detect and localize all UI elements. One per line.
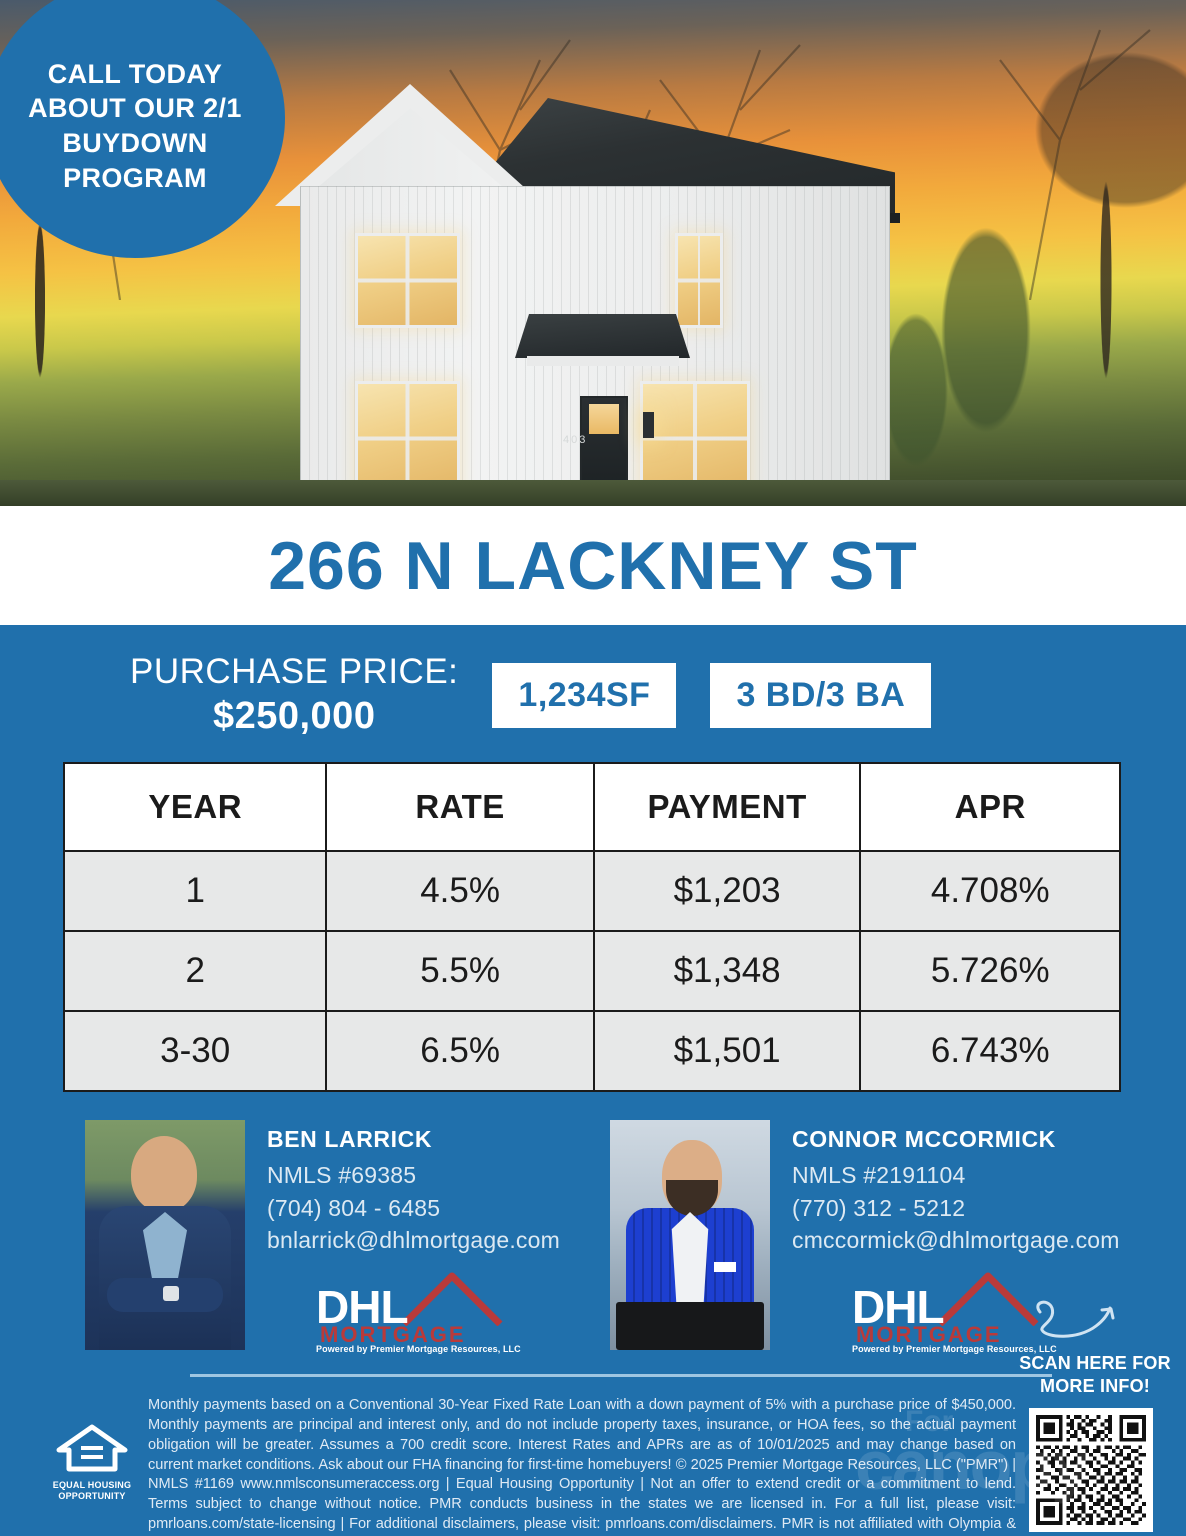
loan-officer-phone[interactable]: (704) 804 - 6485 <box>267 1194 441 1221</box>
column-header-year: YEAR <box>62 762 328 852</box>
porch-beam <box>527 356 679 366</box>
window-upper-left <box>355 233 460 328</box>
price-summary-row: PURCHASE PRICE: $250,000 1,234SF 3 BD/3 … <box>0 640 1186 750</box>
cell-payment: $1,203 <box>592 850 862 932</box>
property-hero-photo: 403 <box>0 0 1186 506</box>
right-tree-and-ivy <box>856 0 1186 506</box>
avatar-beard <box>666 1180 718 1216</box>
porch-lamp-icon <box>643 412 654 438</box>
qr-code[interactable] <box>1029 1408 1153 1532</box>
house-roof-icon <box>401 1272 503 1326</box>
dhl-logo-subtext: MORTGAGE <box>320 1322 466 1347</box>
cell-apr: 4.708% <box>859 850 1121 932</box>
window-lower-right <box>640 381 750 496</box>
cell-year: 2 <box>62 930 328 1012</box>
avatar-pocket-square <box>714 1262 736 1272</box>
porch-roof <box>515 314 690 358</box>
purchase-price-value: $250,000 <box>212 695 376 738</box>
table-header-row: YEAR RATE PAYMENT APR <box>62 762 1121 852</box>
purchase-price-block: PURCHASE PRICE: $250,000 <box>130 652 458 739</box>
promo-badge-text: CALL TODAY ABOUT OUR 2/1 BUYDOWN PROGRAM <box>28 58 242 193</box>
dhl-logo-subtext: MORTGAGE <box>856 1322 1002 1347</box>
footer-divider <box>190 1374 1052 1377</box>
table-row: 1 4.5% $1,203 4.708% <box>62 850 1121 932</box>
avatar-shirt <box>671 1212 709 1307</box>
avatar <box>610 1120 770 1350</box>
dhl-logo-tagline: Powered by Premier Mortgage Resources, L… <box>852 1344 1057 1354</box>
cell-payment: $1,348 <box>592 930 862 1012</box>
equal-housing-icon <box>56 1424 128 1472</box>
promo-badge[interactable]: CALL TODAY ABOUT OUR 2/1 BUYDOWN PROGRAM <box>0 0 285 258</box>
loan-officer-info: CONNOR MCCORMICK NMLS #2191104 (770) 312… <box>792 1120 1120 1350</box>
loan-officer-nmls: NMLS #2191104 <box>792 1162 966 1188</box>
avatar-shirt <box>143 1212 187 1282</box>
qr-code-image <box>1036 1415 1146 1525</box>
window-lower-left <box>355 381 460 496</box>
loan-officer-name: BEN LARRICK <box>267 1126 433 1152</box>
dhl-mortgage-logo: DHL MORTGAGE Powered by Premier Mortgage… <box>848 1272 1057 1354</box>
avatar-watch <box>163 1286 179 1301</box>
loan-officer-phone[interactable]: (770) 312 - 5212 <box>792 1194 966 1221</box>
loan-officer-info: BEN LARRICK NMLS #69385 (704) 804 - 6485… <box>267 1120 560 1350</box>
loan-officers-section: BEN LARRICK NMLS #69385 (704) 804 - 6485… <box>0 1120 1186 1370</box>
curved-arrow-icon <box>1036 1300 1115 1338</box>
legal-disclaimer: Monthly payments based on a Conventional… <box>148 1397 1016 1536</box>
address-band: 266 N LACKNEY ST <box>0 506 1186 625</box>
sqft-chip: 1,234SF <box>492 662 677 728</box>
cell-apr: 5.726% <box>859 930 1121 1012</box>
house-roof-icon <box>937 1272 1039 1326</box>
avatar <box>85 1120 245 1350</box>
equal-housing-logo: EQUAL HOUSING OPPORTUNITY <box>46 1424 138 1503</box>
dhl-logo-tagline: Powered by Premier Mortgage Resources, L… <box>316 1344 521 1354</box>
loan-officer-card: CONNOR MCCORMICK NMLS #2191104 (770) 312… <box>610 1120 1120 1350</box>
table-row: 2 5.5% $1,348 5.726% <box>62 930 1121 1012</box>
cell-year: 3-30 <box>62 1010 328 1092</box>
purchase-price-label: PURCHASE PRICE: <box>130 651 459 691</box>
cell-rate: 5.5% <box>325 930 595 1012</box>
lawn <box>0 480 1186 506</box>
cell-apr: 6.743% <box>859 1010 1121 1092</box>
loan-officer-card: BEN LARRICK NMLS #69385 (704) 804 - 6485… <box>85 1120 560 1350</box>
page-title: 266 N LACKNEY ST <box>268 527 918 604</box>
dhl-logo-text: DHL <box>852 1281 945 1333</box>
two-story-farmhouse: 403 <box>245 46 945 506</box>
cell-year: 1 <box>62 850 328 932</box>
loan-officer-name: CONNOR MCCORMICK <box>792 1126 1056 1152</box>
avatar-laptop <box>616 1302 764 1350</box>
cell-rate: 4.5% <box>325 850 595 932</box>
door-window <box>589 404 619 434</box>
column-header-apr: APR <box>859 762 1121 852</box>
cell-rate: 6.5% <box>325 1010 595 1092</box>
beds-baths-chip: 3 BD/3 BA <box>710 662 932 728</box>
window-upper-right <box>675 233 723 328</box>
buydown-rate-table: YEAR RATE PAYMENT APR 1 4.5% $1,203 4.70… <box>62 762 1121 1092</box>
table-row: 3-30 6.5% $1,501 6.743% <box>62 1010 1121 1092</box>
column-header-payment: PAYMENT <box>592 762 862 852</box>
loan-officer-nmls: NMLS #69385 <box>267 1162 417 1188</box>
column-header-rate: RATE <box>325 762 595 852</box>
dhl-logo-text: DHL <box>316 1281 409 1333</box>
dhl-mortgage-logo: DHL MORTGAGE Powered by Premier Mortgage… <box>312 1272 521 1354</box>
cell-payment: $1,501 <box>592 1010 862 1092</box>
scan-here-label: SCAN HERE FOR MORE INFO! <box>1019 1353 1171 1396</box>
loan-officer-email[interactable]: bnlarrick@dhlmortgage.com <box>267 1227 560 1254</box>
equal-housing-label: EQUAL HOUSING OPPORTUNITY <box>52 1480 132 1502</box>
house-number: 403 <box>563 434 588 446</box>
loan-officer-email[interactable]: cmccormick@dhlmortgage.com <box>792 1227 1120 1254</box>
